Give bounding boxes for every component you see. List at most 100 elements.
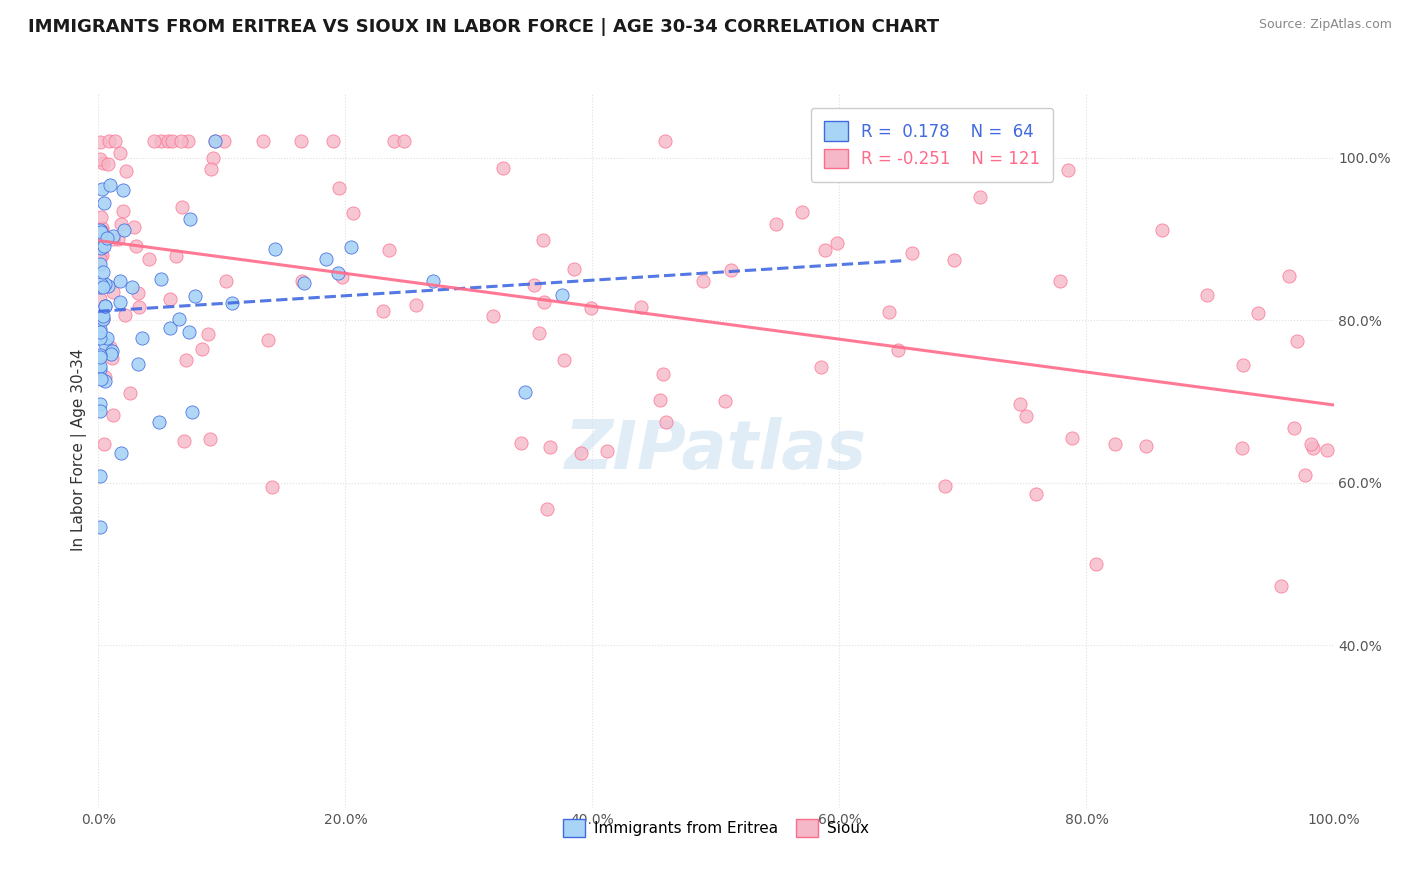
Point	[91, 310, 114, 324]
Point	[257, 333, 280, 347]
Point	[197, 327, 219, 342]
Point	[97, 157, 120, 171]
Point	[91, 279, 114, 293]
Point	[101, 285, 124, 299]
Point	[91, 247, 114, 261]
Point	[1135, 439, 1157, 453]
Point	[120, 385, 142, 400]
Point	[90, 241, 112, 255]
Point	[934, 479, 956, 493]
Text: ZIPatlas: ZIPatlas	[565, 417, 868, 483]
Text: Source: ZipAtlas.com: Source: ZipAtlas.com	[1258, 18, 1392, 31]
Point	[108, 295, 131, 310]
Point	[125, 239, 148, 253]
Point	[90, 278, 112, 293]
Point	[108, 146, 131, 161]
Point	[569, 446, 592, 460]
Point	[422, 274, 444, 288]
Point	[159, 292, 181, 306]
Point	[291, 274, 314, 288]
Point	[89, 520, 111, 534]
Point	[533, 295, 555, 310]
Point	[101, 408, 124, 422]
Point	[93, 265, 115, 279]
Point	[342, 206, 364, 220]
Point	[1302, 441, 1324, 455]
Point	[114, 308, 136, 322]
Point	[97, 279, 120, 293]
Point	[650, 392, 672, 407]
Point	[112, 183, 135, 197]
Point	[89, 223, 111, 237]
Point	[138, 252, 160, 267]
Point	[315, 252, 337, 266]
Point	[90, 277, 112, 292]
Point	[1057, 162, 1080, 177]
Point	[579, 301, 602, 315]
Point	[91, 312, 114, 326]
Point	[148, 415, 170, 429]
Point	[879, 305, 901, 319]
Point	[89, 257, 111, 271]
Point	[110, 274, 132, 288]
Point	[91, 156, 114, 170]
Point	[204, 134, 226, 148]
Point	[89, 350, 111, 364]
Point	[810, 360, 832, 375]
Point	[89, 359, 111, 374]
Point	[405, 297, 427, 311]
Point	[104, 134, 127, 148]
Point	[162, 134, 184, 148]
Point	[523, 278, 546, 293]
Point	[122, 219, 145, 234]
Point	[91, 312, 114, 326]
Point	[176, 134, 198, 148]
Point	[91, 221, 114, 235]
Point	[482, 309, 505, 323]
Point	[107, 231, 129, 245]
Point	[94, 370, 117, 384]
Point	[221, 296, 243, 310]
Point	[89, 325, 111, 339]
Point	[159, 320, 181, 334]
Point	[173, 434, 195, 449]
Point	[1084, 558, 1107, 572]
Point	[115, 163, 138, 178]
Point	[969, 190, 991, 204]
Point	[96, 231, 118, 245]
Point	[110, 217, 132, 231]
Point	[550, 288, 572, 302]
Point	[131, 331, 153, 345]
Point	[260, 479, 283, 493]
Point	[127, 286, 149, 301]
Point	[100, 343, 122, 358]
Point	[200, 161, 222, 176]
Point	[177, 325, 200, 339]
Legend: Immigrants from Eritrea, Sioux: Immigrants from Eritrea, Sioux	[557, 814, 875, 843]
Point	[215, 274, 238, 288]
Point	[1010, 396, 1032, 410]
Point	[179, 211, 201, 226]
Text: IMMIGRANTS FROM ERITREA VS SIOUX IN LABOR FORCE | AGE 30-34 CORRELATION CHART: IMMIGRANTS FROM ERITREA VS SIOUX IN LABO…	[28, 18, 939, 36]
Point	[692, 274, 714, 288]
Point	[392, 134, 415, 148]
Point	[98, 340, 121, 354]
Point	[1025, 487, 1047, 501]
Point	[1015, 409, 1038, 423]
Point	[94, 277, 117, 291]
Point	[887, 343, 910, 357]
Point	[322, 134, 344, 148]
Point	[93, 239, 115, 253]
Point	[214, 134, 236, 148]
Point	[89, 397, 111, 411]
Point	[655, 415, 678, 429]
Point	[128, 300, 150, 314]
Point	[202, 151, 225, 165]
Point	[1299, 437, 1322, 451]
Point	[792, 205, 814, 219]
Point	[492, 161, 515, 176]
Point	[814, 243, 837, 257]
Point	[89, 292, 111, 306]
Point	[167, 311, 190, 326]
Point	[527, 326, 550, 340]
